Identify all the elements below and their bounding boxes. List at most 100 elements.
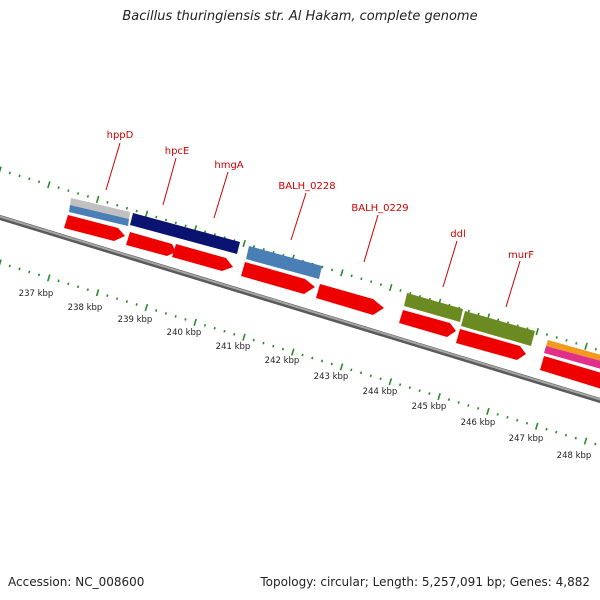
- gene-block-edge-orange: [546, 340, 600, 361]
- minor-tick: [564, 433, 568, 437]
- minor-tick: [125, 300, 128, 303]
- genome-backbone: [0, 214, 600, 404]
- minor-tick: [301, 353, 304, 357]
- minor-tick: [135, 209, 138, 213]
- minor-tick: [467, 309, 470, 313]
- minor-tick: [18, 174, 21, 178]
- minor-tick: [379, 377, 382, 381]
- gene-block-hppd-blue: [69, 205, 129, 226]
- minor-tick: [330, 362, 333, 366]
- major-tick: [47, 274, 51, 282]
- genome-summary-text: Topology: circular; Length: 5,257,091 bp…: [260, 575, 590, 589]
- gene-label-hpce: hpcE: [165, 146, 190, 157]
- kbp-label-240: 240 kbp: [167, 328, 202, 338]
- minor-tick: [525, 421, 529, 425]
- minor-tick: [155, 309, 158, 312]
- minor-tick: [506, 415, 509, 419]
- minor-tick: [203, 323, 207, 327]
- major-tick: [290, 348, 295, 356]
- minor-tick: [350, 274, 353, 278]
- major-tick: [534, 422, 539, 430]
- map-title: Bacillus thuringiensis str. Al Hakam, co…: [122, 9, 478, 24]
- minor-tick: [545, 333, 549, 336]
- minor-tick: [555, 336, 558, 339]
- major-tick: [0, 166, 2, 173]
- minor-tick: [399, 289, 402, 292]
- gene-label-balh-0228: BALH_0228: [278, 181, 335, 192]
- minor-tick: [223, 329, 226, 333]
- minor-tick: [184, 224, 187, 228]
- minor-tick: [350, 368, 353, 372]
- minor-tick: [115, 297, 119, 300]
- minor-tick: [18, 267, 21, 271]
- major-tick: [388, 378, 393, 386]
- minor-tick: [516, 418, 519, 422]
- kbp-label-244: 244 kbp: [363, 387, 398, 397]
- cds-arrow-7: [456, 329, 526, 360]
- minor-tick: [379, 283, 383, 286]
- gene-block-ddl-olive: [404, 293, 463, 322]
- minor-tick: [125, 206, 129, 210]
- minor-tick: [57, 279, 60, 283]
- kbp-label-243: 243 kbp: [314, 372, 349, 382]
- minor-tick: [106, 294, 109, 298]
- minor-tick: [398, 383, 402, 387]
- kbp-tick-labels: 237 kbp 238 kbp 239 kbp 240 kbp 241 kbp …: [19, 289, 592, 461]
- major-tick: [584, 342, 588, 350]
- minor-tick: [164, 312, 168, 315]
- minor-tick: [575, 341, 578, 345]
- gene-block-balh-0228-blue: [246, 246, 322, 279]
- minor-tick: [555, 430, 558, 434]
- minor-tick: [76, 285, 80, 289]
- minor-tick: [252, 245, 256, 248]
- major-tick: [340, 269, 344, 277]
- cds-arrow-3: [172, 244, 233, 271]
- minor-tick: [467, 404, 470, 407]
- minor-tick: [233, 332, 236, 336]
- minor-tick: [281, 347, 285, 351]
- minor-tick: [457, 401, 460, 404]
- gene-block-murf-olive: [461, 311, 535, 346]
- gene-label-murf: murF: [508, 250, 534, 261]
- minor-tick: [594, 347, 597, 351]
- minor-tick: [77, 192, 80, 195]
- minor-tick: [184, 318, 187, 321]
- minor-tick: [321, 265, 324, 269]
- minor-tick: [204, 230, 207, 234]
- cds-arrows: [64, 215, 600, 389]
- minor-tick: [28, 177, 31, 181]
- gene-label-hmga: hmgA: [214, 160, 243, 171]
- major-tick: [95, 289, 100, 297]
- cds-arrow-5: [316, 284, 384, 315]
- gene-label-leaders: [105, 142, 521, 308]
- major-tick: [583, 437, 588, 445]
- minor-tick: [8, 171, 11, 175]
- minor-tick: [174, 221, 177, 225]
- major-tick: [47, 181, 51, 189]
- gene-block-edge-pink: [544, 346, 600, 369]
- minor-tick: [86, 195, 90, 198]
- major-tick: [144, 303, 149, 312]
- minor-tick: [116, 203, 119, 207]
- minor-tick: [106, 200, 109, 204]
- kbp-label-245: 245 kbp: [412, 402, 447, 412]
- kbp-label-239: 239 kbp: [118, 315, 153, 325]
- minor-tick: [28, 270, 31, 274]
- kbp-label-237: 237 kbp: [19, 289, 54, 299]
- minor-tick: [262, 341, 265, 345]
- minor-tick: [37, 273, 41, 277]
- major-tick: [388, 283, 393, 292]
- minor-tick: [213, 326, 216, 330]
- minor-tick: [67, 282, 70, 286]
- outer-tick-ring: [0, 166, 597, 351]
- minor-tick: [447, 398, 451, 401]
- minor-tick: [360, 277, 363, 281]
- minor-tick: [496, 412, 499, 416]
- kbp-label-242: 242 kbp: [265, 356, 300, 366]
- minor-tick: [594, 442, 597, 446]
- minor-tick: [477, 407, 480, 410]
- minor-tick: [272, 344, 275, 348]
- minor-tick: [320, 359, 324, 363]
- minor-tick: [359, 371, 363, 375]
- minor-tick: [252, 338, 255, 342]
